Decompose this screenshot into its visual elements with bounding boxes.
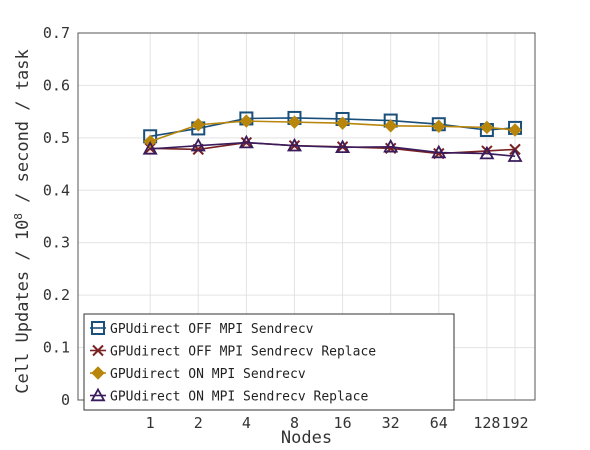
y-axis-label-main: Cell Updates / 10 xyxy=(13,220,33,394)
y-tick-label: 0 xyxy=(61,391,70,409)
y-tick-label: 0.6 xyxy=(43,76,70,94)
y-axis-ticks: 0 0.1 0.2 0.3 0.4 0.5 0.6 0.7 xyxy=(43,24,70,409)
data-point-diamond xyxy=(239,114,254,128)
y-axis-label-unit: / second / task xyxy=(13,49,33,213)
legend-triangle-icon xyxy=(90,387,106,402)
series-line xyxy=(150,141,516,155)
series-4 xyxy=(142,134,523,162)
legend: GPUdirect OFF MPI Sendrecv GPUdirect OFF … xyxy=(83,313,455,411)
x-axis-label: Nodes xyxy=(281,428,332,448)
legend-item: GPUdirect OFF MPI Sendrecv Replace xyxy=(90,345,376,360)
data-point-triangle xyxy=(286,137,303,152)
legend-item: GPUdirect OFF MPI Sendrecv xyxy=(90,321,314,337)
data-point-triangle xyxy=(507,148,523,162)
legend-label: GPUdirect ON MPI Sendrecv Replace xyxy=(110,390,368,405)
data-point-triangle xyxy=(190,137,206,152)
data-point-diamond xyxy=(335,116,350,130)
y-axis-label-exponent: 8 xyxy=(12,213,25,220)
series-2 xyxy=(144,136,521,160)
legend-item: GPUdirect ON MPI Sendrecv Replace xyxy=(90,387,368,405)
y-tick-label: 0.5 xyxy=(43,129,70,147)
data-point-diamond xyxy=(508,123,522,137)
legend-label: GPUdirect OFF MPI Sendrecv xyxy=(110,322,314,337)
x-tick-label: 8 xyxy=(290,414,299,432)
x-tick-label: 2 xyxy=(194,414,203,432)
legend-item: GPUdirect ON MPI Sendrecv xyxy=(90,366,306,382)
data-point-diamond xyxy=(480,120,494,135)
series-line xyxy=(150,141,516,158)
data-point-triangle xyxy=(431,144,447,159)
legend-diamond-icon xyxy=(91,366,105,380)
x-tick-label: 4 xyxy=(242,414,251,432)
data-point-triangle xyxy=(238,134,254,149)
y-tick-label: 0.4 xyxy=(43,181,70,199)
series-layer xyxy=(142,110,523,162)
y-tick-label: 0.1 xyxy=(43,339,70,357)
y-tick-label: 0.2 xyxy=(43,286,70,304)
legend-label: GPUdirect ON MPI Sendrecv xyxy=(110,367,306,382)
data-point-triangle xyxy=(142,141,158,155)
x-tick-label: 32 xyxy=(382,414,400,432)
legend-square-icon xyxy=(91,321,105,335)
x-tick-label: 128 xyxy=(473,414,500,432)
data-point-triangle xyxy=(479,145,495,160)
legend-x-icon xyxy=(92,344,104,357)
y-tick-label: 0.3 xyxy=(43,234,70,252)
x-tick-label: 64 xyxy=(430,414,448,432)
data-point-diamond xyxy=(287,115,302,129)
data-point-diamond xyxy=(432,119,446,134)
legend-label: GPUdirect OFF MPI Sendrecv Replace xyxy=(110,345,376,360)
x-axis-ticks: 1 2 4 8 16 32 64 128 192 xyxy=(146,414,529,432)
x-tick-label: 16 xyxy=(334,414,352,432)
x-tick-label: 1 xyxy=(146,414,155,432)
data-point-diamond xyxy=(383,119,398,133)
data-point-diamond xyxy=(191,118,205,132)
y-axis-label: Cell Updates / 108 / second / task xyxy=(12,49,34,393)
x-tick-label: 192 xyxy=(501,414,528,432)
y-tick-label: 0.7 xyxy=(43,24,70,42)
data-point-triangle xyxy=(335,139,351,153)
legend-box xyxy=(83,313,455,411)
series-3 xyxy=(143,114,522,149)
data-point-triangle xyxy=(383,138,399,153)
